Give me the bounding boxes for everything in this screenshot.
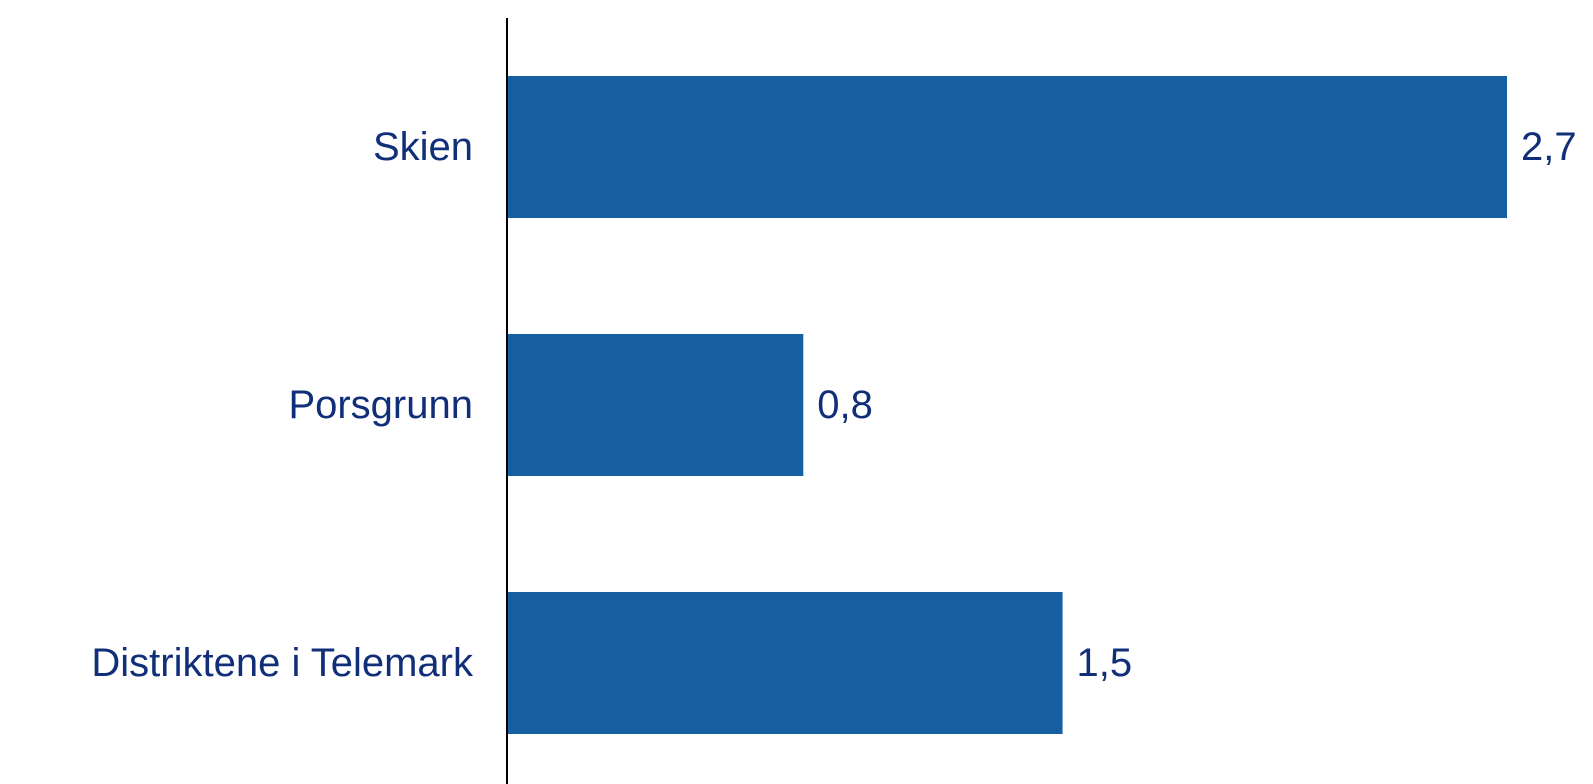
value-label-distriktene-i-telemark: 1,5 [1077,641,1133,685]
category-label-skien: Skien [373,125,473,169]
bar-skien [507,76,1507,218]
value-label-porsgrunn: 0,8 [817,383,873,427]
bar-distriktene-i-telemark [507,592,1063,734]
category-label-porsgrunn: Porsgrunn [288,383,473,427]
value-labels-group: 2,7 0,8 1,5 [817,125,1576,685]
bar-porsgrunn [507,334,804,476]
value-label-skien: 2,7 [1521,125,1577,169]
category-labels-group: Skien Porsgrunn Distriktene i Telemark [91,125,474,685]
category-label-distriktene-i-telemark: Distriktene i Telemark [91,641,474,685]
bars-group [507,76,1507,734]
